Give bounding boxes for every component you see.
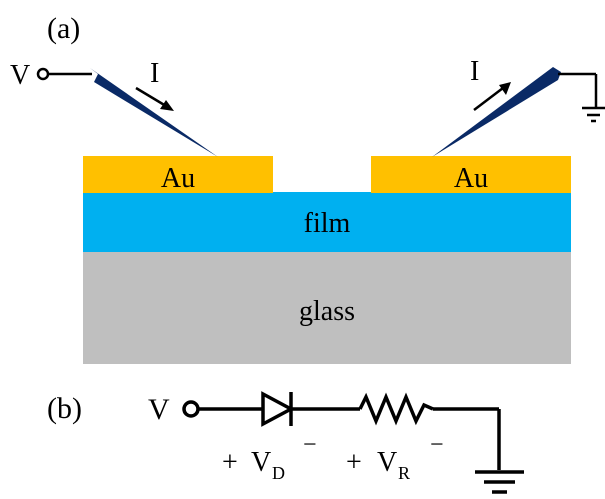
circuit-input-node [182,400,200,418]
resistor-voltage-subscript: R [398,463,410,483]
ground-symbol-a [582,106,605,123]
ground-symbol-b [475,470,524,494]
left-terminal-node [36,67,50,81]
right-au-contact [371,156,571,193]
panel-a-label: (a) [47,12,80,45]
film-label: film [304,208,351,239]
diode-symbol [261,391,295,427]
left-au-contact [83,156,273,193]
diode-minus-sign: − [303,432,317,458]
left-current-arrow [135,86,167,108]
right-current-label: I [470,56,479,87]
left-au-label: Au [161,163,195,194]
glass-label: glass [299,296,355,327]
resistor-symbol [358,392,434,426]
left-current-arrowhead [160,100,174,111]
glass-substrate [83,252,571,364]
panel-b-label: (b) [47,392,82,425]
diode-voltage-label: V [251,447,271,478]
resistor-plus-sign: + [346,447,362,478]
right-current-arrow [473,87,504,111]
circuit-input-label: V [148,393,170,426]
diode-plus-sign: + [222,447,238,478]
left-current-label: I [150,58,159,89]
diode-voltage-subscript: D [272,463,285,483]
resistor-voltage-label: V [377,447,397,478]
right-au-label: Au [454,163,488,194]
left-voltage-terminal-label: V [10,60,30,91]
resistor-minus-sign: − [430,432,444,458]
film-layer [83,192,571,252]
right-probe-needle [432,67,561,157]
right-current-arrowhead [499,82,511,95]
left-probe-needle [90,68,218,157]
